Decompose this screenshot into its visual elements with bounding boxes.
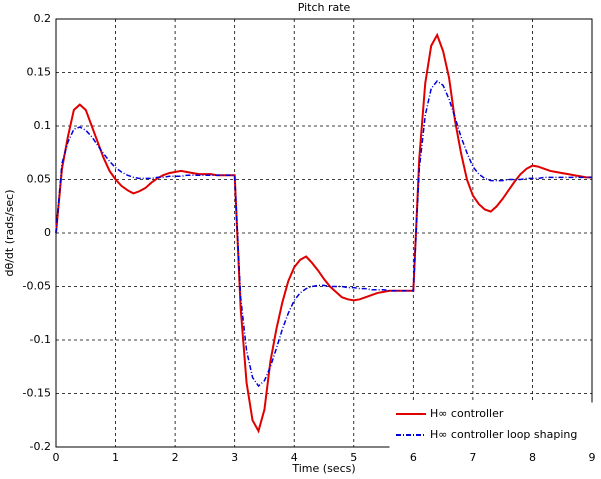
x-tick-label: 2 bbox=[172, 451, 179, 464]
y-tick-label: 0 bbox=[44, 226, 51, 239]
x-tick-label: 0 bbox=[53, 451, 60, 464]
x-tick-label: 8 bbox=[529, 451, 536, 464]
y-tick-label: -0.1 bbox=[30, 333, 51, 346]
x-tick-label: 3 bbox=[231, 451, 238, 464]
y-tick-label: 0.2 bbox=[34, 12, 52, 25]
data-line bbox=[55, 80, 592, 388]
x-tick-label: 7 bbox=[469, 451, 476, 464]
x-tick-label: 5 bbox=[350, 451, 357, 464]
x-axis-label: Time (secs) bbox=[291, 462, 355, 475]
y-tick-label: -0.15 bbox=[23, 387, 51, 400]
legend-label: H∞ controller loop shaping bbox=[430, 428, 577, 441]
y-tick-label: -0.2 bbox=[30, 440, 51, 453]
y-tick-label: 0.05 bbox=[27, 173, 52, 186]
x-tick-label: 4 bbox=[291, 451, 298, 464]
y-tick-label: -0.05 bbox=[23, 280, 51, 293]
data-line bbox=[55, 32, 592, 434]
legend-box bbox=[389, 402, 593, 448]
y-tick-label: 0.1 bbox=[34, 119, 52, 132]
x-tick-label: 6 bbox=[410, 451, 417, 464]
x-tick-label: 9 bbox=[589, 451, 596, 464]
chart-title: Pitch rate bbox=[298, 1, 351, 14]
legend-label: H∞ controller bbox=[430, 407, 504, 420]
y-axis-label: dθ/dt (rads/sec) bbox=[3, 189, 16, 276]
x-tick-label: 1 bbox=[112, 451, 119, 464]
y-tick-label: 0.15 bbox=[27, 66, 52, 79]
